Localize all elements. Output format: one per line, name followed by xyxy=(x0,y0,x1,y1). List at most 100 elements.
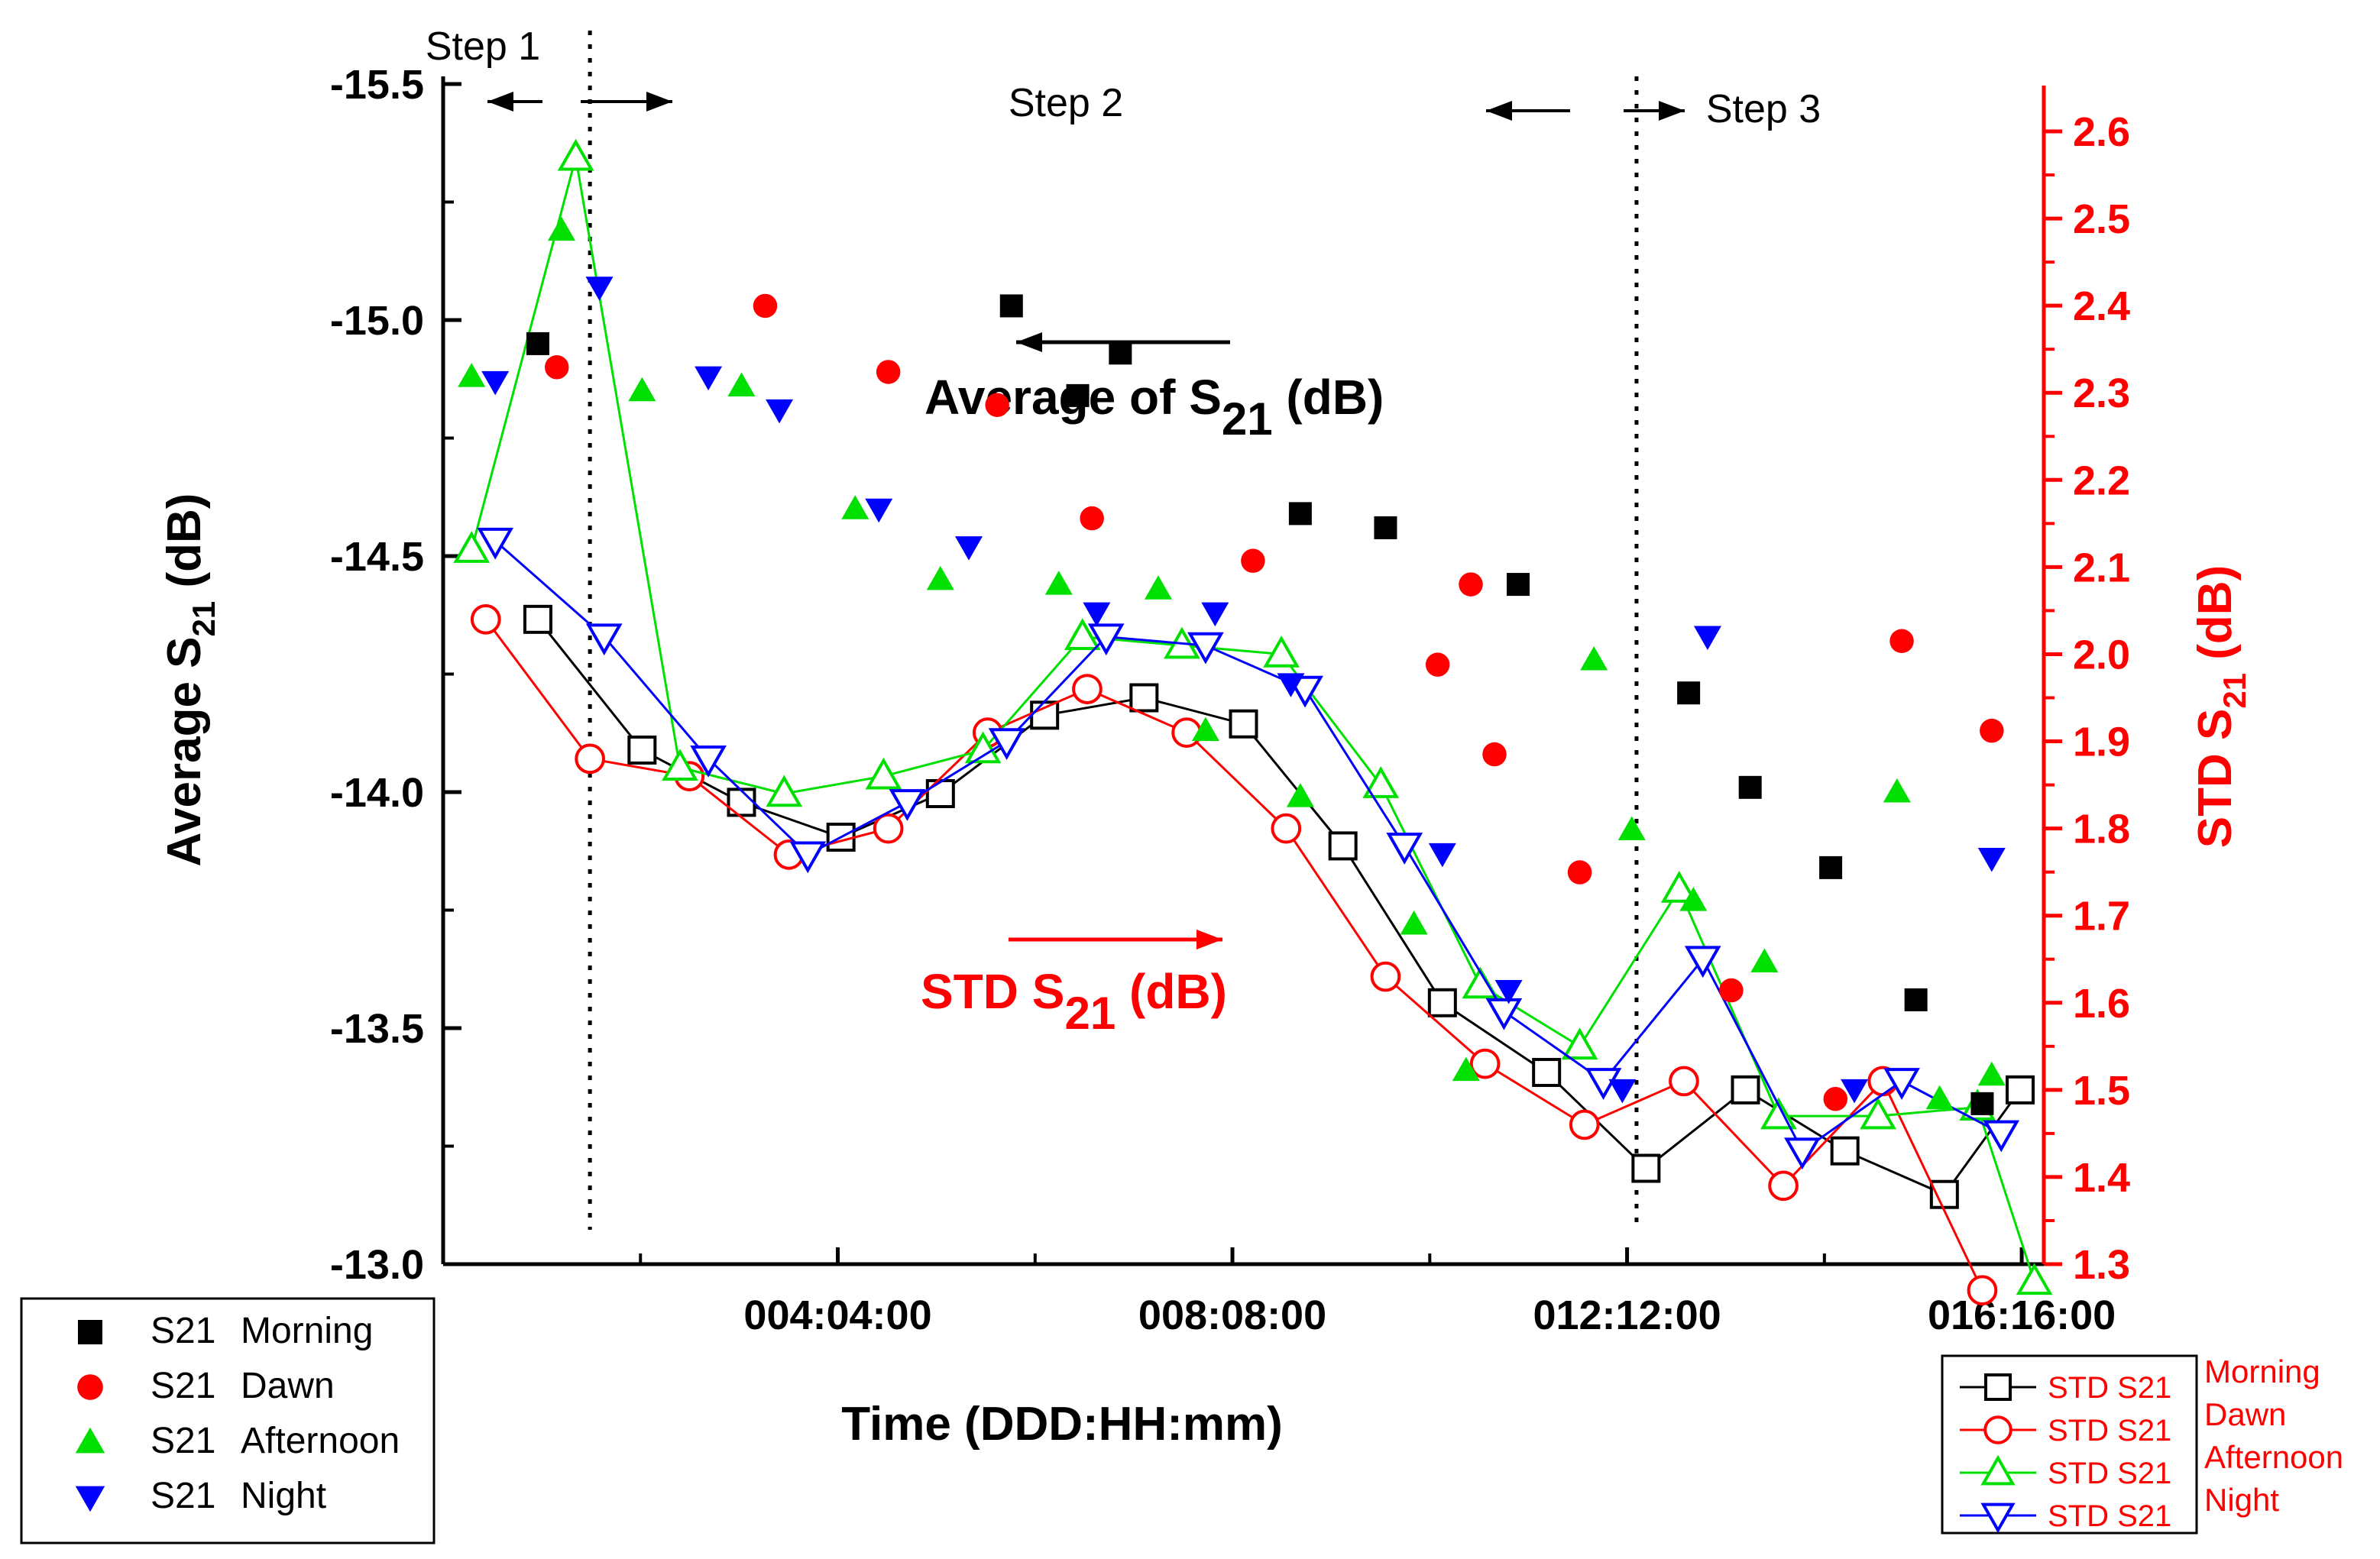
avg-point-dawn xyxy=(1889,629,1914,653)
legend-average-marker xyxy=(75,1486,105,1512)
avg-point-morning xyxy=(526,332,549,355)
avg-point-night xyxy=(695,366,723,391)
std-point-dawn xyxy=(1967,1275,1998,1306)
y-right-tick-label: 1.7 xyxy=(2073,894,2130,940)
std-point-dawn xyxy=(1569,1109,1600,1140)
avg-point-morning xyxy=(1970,1092,1994,1115)
legend-std-prefix: STD S21 xyxy=(2048,1414,2171,1447)
avg-point-morning xyxy=(1109,341,1132,365)
y-left-tick-label: -13.5 xyxy=(330,1006,424,1052)
step2-label: Step 2 xyxy=(1009,81,1123,125)
y-right-tick-label: 1.6 xyxy=(2073,981,2130,1027)
std-point-dawn xyxy=(575,743,605,775)
legend-std-name: Night xyxy=(2204,1482,2279,1518)
std-point-dawn xyxy=(1669,1066,1699,1097)
legend-average-row-dawn: S21 Dawn xyxy=(77,1366,335,1406)
avg-point-night xyxy=(1693,626,1721,651)
avg-point-morning xyxy=(1677,681,1701,705)
avg-point-afternoon xyxy=(1750,948,1779,972)
std-series-morning xyxy=(523,604,2035,1209)
avg-point-dawn xyxy=(1425,652,1450,677)
avg-point-night xyxy=(865,498,893,523)
avg-point-morning xyxy=(1904,988,1928,1011)
y-right-tick-label: 2.1 xyxy=(2073,545,2130,590)
avg-series-dawn xyxy=(545,293,2004,1111)
std-point-morning xyxy=(1030,700,1060,730)
step3-right-arrow-head xyxy=(1659,101,1685,121)
avg-series-afternoon xyxy=(458,216,2006,1110)
step3-left-arrow-head xyxy=(1486,101,1512,121)
legend-average-marker xyxy=(75,1427,105,1454)
y-left-tick-label: -14.0 xyxy=(330,770,424,816)
avg-point-afternoon xyxy=(1977,1061,2006,1086)
step1-right-arrow-head xyxy=(646,92,672,112)
avg-point-afternoon xyxy=(1044,571,1073,595)
legend-average-prefix: S21 xyxy=(151,1366,215,1406)
std-point-dawn xyxy=(1271,813,1302,844)
step3-left-arrow xyxy=(1486,101,1570,121)
y-right-tick-label: 1.3 xyxy=(2073,1242,2130,1288)
avg-point-night xyxy=(1277,673,1305,697)
avg-point-afternoon xyxy=(547,216,575,241)
std-point-dawn xyxy=(470,603,501,635)
legend-std-row-dawn: STD S21 Dawn xyxy=(1960,1396,2286,1447)
y-right-tick-label: 1.4 xyxy=(2073,1155,2130,1201)
std-point-afternoon xyxy=(1263,636,1300,668)
legend-average-row-afternoon: S21 Afternoon xyxy=(75,1421,400,1461)
avg-point-dawn xyxy=(876,360,901,384)
legend-average-prefix: S21 xyxy=(151,1476,215,1516)
y-right-tick-label: 2.6 xyxy=(2073,109,2130,155)
std-point-morning xyxy=(925,778,955,808)
y-right-tick-label: 2.2 xyxy=(2073,458,2130,503)
std-point-morning xyxy=(1129,683,1159,713)
std-point-night xyxy=(1087,623,1125,656)
x-tick-label: 008:08:00 xyxy=(1138,1292,1326,1338)
step1-left-arrow xyxy=(487,92,542,112)
avg-point-afternoon xyxy=(1679,887,1708,911)
avg-point-night xyxy=(481,370,510,396)
x-axis-title: Time (DDD:HH:mm) xyxy=(841,1398,1283,1451)
y-right-title-group: STD S21 (dB) xyxy=(2189,565,2252,848)
legend-std-row-afternoon: STD S21 Afternoon xyxy=(1960,1439,2343,1490)
avg-point-dawn xyxy=(545,355,569,380)
avg-series-night xyxy=(481,277,2006,1104)
std-point-afternoon xyxy=(964,731,1002,764)
std-point-afternoon xyxy=(662,749,698,781)
std-point-morning xyxy=(1427,988,1457,1017)
std-point-afternoon xyxy=(1660,871,1698,903)
std-point-morning xyxy=(2006,1075,2035,1105)
std-point-morning xyxy=(1631,1153,1661,1183)
avg-point-dawn xyxy=(985,393,1009,417)
avg-point-dawn xyxy=(1823,1086,1848,1111)
y-right-tick-label: 1.9 xyxy=(2073,720,2130,765)
avg-point-night xyxy=(585,277,614,301)
legend-average-marker xyxy=(78,1320,102,1344)
std-series-group xyxy=(453,138,2053,1306)
y-right-axis-title: STD S21 (dB) xyxy=(2189,565,2252,848)
std-point-afternoon xyxy=(766,775,803,807)
std-arrow-head xyxy=(1196,930,1222,949)
avg-point-night xyxy=(766,399,794,424)
std-point-afternoon xyxy=(865,757,902,790)
avg-point-afternoon xyxy=(1191,716,1219,742)
avg-point-morning xyxy=(1738,775,1762,799)
std-point-night xyxy=(1983,1120,2020,1153)
avg-point-morning xyxy=(999,294,1023,318)
avg-point-night xyxy=(1608,1079,1637,1104)
std-point-night xyxy=(988,728,1025,760)
std-point-night xyxy=(1883,1068,1920,1100)
std-point-night xyxy=(889,789,926,821)
std-point-dawn xyxy=(1072,674,1103,704)
std-point-dawn xyxy=(1768,1170,1799,1202)
avg-point-afternoon xyxy=(458,363,486,387)
std-point-night xyxy=(690,746,727,778)
legend-std-name: Afternoon xyxy=(2204,1439,2343,1475)
avg-point-afternoon xyxy=(1925,1085,1954,1110)
y-left-title-group: Average S21 (dB) xyxy=(158,493,222,867)
step1-left-arrow-head xyxy=(487,92,513,112)
std-point-morning xyxy=(1731,1075,1760,1105)
avg-point-dawn xyxy=(1241,548,1265,573)
avg-point-dawn xyxy=(1719,978,1744,1003)
std-line-dawn xyxy=(484,618,1983,1291)
std-point-morning xyxy=(826,823,856,852)
